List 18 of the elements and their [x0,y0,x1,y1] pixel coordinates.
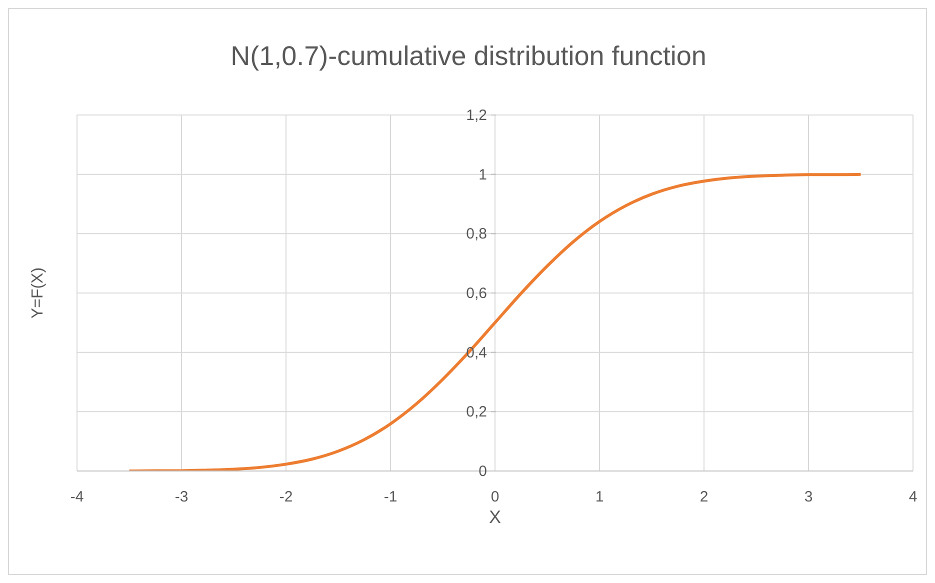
y-axis-title: Y=F(X) [30,267,47,319]
x-tick-label: -3 [174,488,188,506]
y-tick-label: 0,6 [466,285,487,302]
y-tick-label: 0,2 [466,404,487,421]
x-tick-label: 0 [490,488,500,506]
y-tick-label: 0,8 [466,226,487,243]
x-tick-label: 1 [595,488,604,506]
x-axis-title: X [488,507,502,527]
x-tick-label: 4 [908,488,918,506]
y-tick-label: 0 [478,463,487,480]
y-tick-label: 1 [478,166,487,184]
x-tick-label: -1 [384,488,398,506]
y-tick-label: 1,2 [466,107,487,124]
x-tick-label: -2 [279,488,293,506]
chart-title: N(1,0.7)-cumulative distribution function [230,41,708,72]
x-tick-label: 2 [700,488,708,506]
x-tick-label: -4 [70,488,84,506]
x-tick-label: 3 [804,488,813,506]
